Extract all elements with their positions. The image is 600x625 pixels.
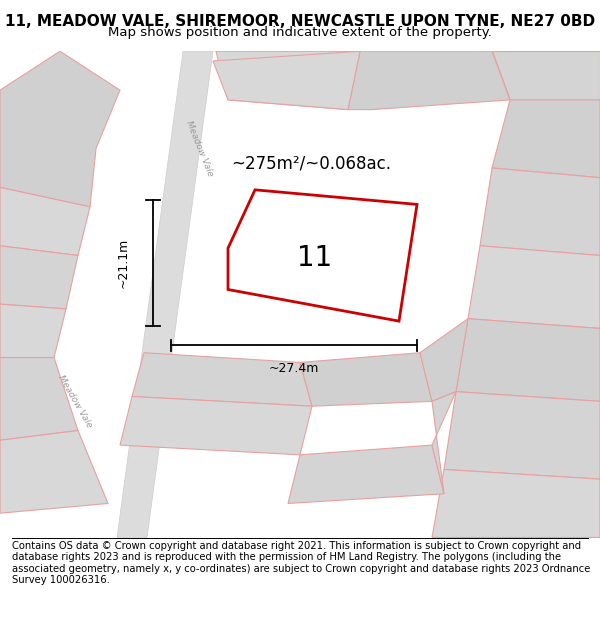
Text: ~27.4m: ~27.4m — [269, 362, 319, 376]
Polygon shape — [444, 392, 600, 479]
Polygon shape — [432, 392, 456, 494]
Text: 11: 11 — [298, 244, 332, 272]
Polygon shape — [228, 190, 417, 321]
Polygon shape — [468, 246, 600, 328]
Text: Contains OS data © Crown copyright and database right 2021. This information is : Contains OS data © Crown copyright and d… — [12, 541, 590, 586]
Polygon shape — [420, 319, 468, 401]
Text: Map shows position and indicative extent of the property.: Map shows position and indicative extent… — [108, 26, 492, 39]
Polygon shape — [213, 51, 360, 109]
Polygon shape — [216, 51, 360, 109]
Polygon shape — [117, 51, 213, 538]
Polygon shape — [456, 319, 600, 401]
Polygon shape — [348, 51, 510, 109]
Polygon shape — [288, 445, 444, 504]
Polygon shape — [0, 188, 90, 256]
Polygon shape — [0, 304, 66, 358]
Text: 11, MEADOW VALE, SHIREMOOR, NEWCASTLE UPON TYNE, NE27 0BD: 11, MEADOW VALE, SHIREMOOR, NEWCASTLE UP… — [5, 14, 595, 29]
Polygon shape — [492, 100, 600, 178]
Polygon shape — [0, 431, 108, 513]
Polygon shape — [480, 168, 600, 256]
Polygon shape — [0, 246, 78, 309]
Polygon shape — [132, 352, 312, 406]
Polygon shape — [492, 51, 600, 100]
Polygon shape — [0, 357, 78, 440]
Text: Meadow Vale: Meadow Vale — [56, 374, 94, 429]
Polygon shape — [0, 51, 120, 207]
Text: ~21.1m: ~21.1m — [116, 238, 130, 288]
Polygon shape — [432, 469, 600, 538]
Text: ~275m²/~0.068ac.: ~275m²/~0.068ac. — [231, 154, 391, 172]
Polygon shape — [300, 352, 432, 406]
Text: Meadow Vale: Meadow Vale — [184, 119, 214, 178]
Polygon shape — [120, 396, 312, 455]
